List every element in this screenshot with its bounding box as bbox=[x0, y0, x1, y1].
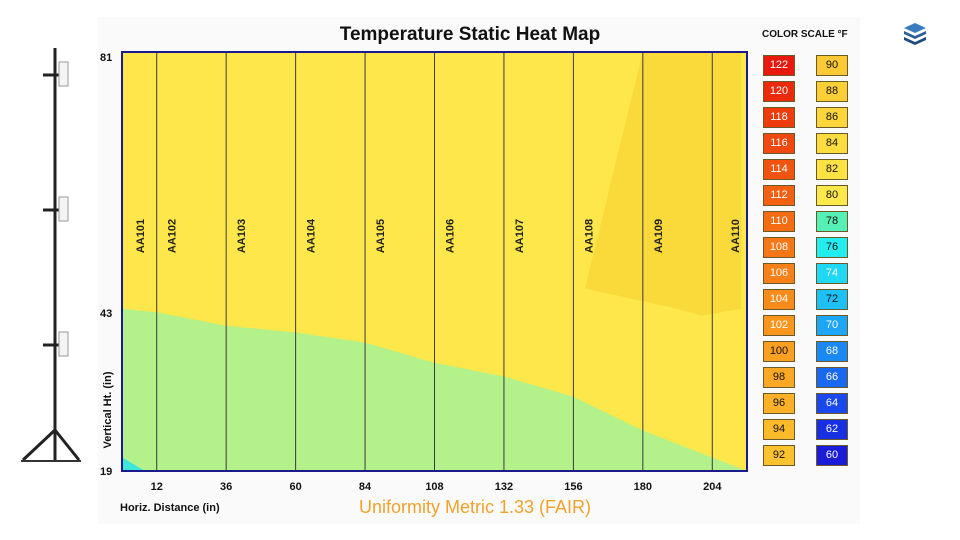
x-tick-label: 132 bbox=[495, 481, 513, 493]
y-tick-label: 19 bbox=[100, 466, 113, 478]
sensor-label: AA107 bbox=[514, 219, 526, 253]
sensor-label: AA106 bbox=[445, 219, 457, 253]
y-tick-label: 43 bbox=[100, 308, 113, 320]
x-tick-label: 204 bbox=[703, 481, 722, 493]
sensor-label: AA104 bbox=[306, 218, 318, 253]
color-scale-swatch: 66 bbox=[816, 367, 848, 388]
color-scale-swatch: 86 bbox=[816, 107, 848, 128]
sensor-label: AA108 bbox=[583, 219, 595, 253]
color-scale-swatch: 84 bbox=[816, 133, 848, 154]
color-scale-swatch: 108 bbox=[763, 237, 795, 258]
color-scale-swatch: 98 bbox=[763, 367, 795, 388]
uniformity-metric: Uniformity Metric 1.33 (FAIR) bbox=[358, 497, 592, 517]
x-tick-label: 84 bbox=[359, 481, 372, 493]
color-scale-swatch: 116 bbox=[763, 133, 795, 154]
sensor-label: AA110 bbox=[730, 219, 742, 253]
x-tick-label: 156 bbox=[564, 481, 582, 493]
sensor-label: AA102 bbox=[167, 219, 179, 253]
x-tick-label: 60 bbox=[289, 481, 301, 493]
color-scale-swatch: 62 bbox=[816, 419, 848, 440]
sensor-label: AA105 bbox=[375, 219, 387, 253]
color-scale-swatch: 82 bbox=[816, 159, 848, 180]
color-scale-swatch: 90 bbox=[816, 55, 848, 76]
temperature-zone-76 bbox=[122, 457, 146, 471]
color-scale-swatch: 120 bbox=[763, 81, 795, 102]
color-scale-swatch: 68 bbox=[816, 341, 848, 362]
color-scale-left: 122 120 118 116 114 112 110 108 106 104 102 100 98 96… bbox=[763, 55, 795, 471]
color-scale-title: COLOR SCALE °F bbox=[762, 29, 848, 40]
color-scale-swatch: 72 bbox=[816, 289, 848, 310]
color-scale-swatch: 80 bbox=[816, 185, 848, 206]
x-axis-label: Horiz. Distance (in) bbox=[120, 502, 220, 514]
color-scale-swatch: 122 bbox=[763, 55, 795, 76]
color-scale-swatch: 112 bbox=[763, 185, 795, 206]
color-scale-right: 90 88 86 84 82 80 78 76 74 72 70 68 66 64 62 60 bbox=[816, 55, 848, 471]
color-scale-swatch: 110 bbox=[763, 211, 795, 232]
color-scale-swatch: 114 bbox=[763, 159, 795, 180]
sensor-label: AA109 bbox=[653, 219, 665, 253]
sensor-tree-stand-icon bbox=[21, 48, 81, 462]
x-tick-label: 108 bbox=[425, 481, 443, 493]
color-scale-swatch: 104 bbox=[763, 289, 795, 310]
color-scale-swatch: 74 bbox=[816, 263, 848, 284]
color-scale-swatch: 102 bbox=[763, 315, 795, 336]
sensor-label: AA101 bbox=[135, 219, 147, 253]
color-scale-swatch: 92 bbox=[763, 445, 795, 466]
color-scale-swatch: 96 bbox=[763, 393, 795, 414]
x-tick-label: 12 bbox=[151, 481, 163, 493]
color-scale-swatch: 64 bbox=[816, 393, 848, 414]
color-scale-swatch: 78 bbox=[816, 211, 848, 232]
color-scale-swatch: 118 bbox=[763, 107, 795, 128]
color-scale-swatch: 100 bbox=[763, 341, 795, 362]
color-scale-swatch: 76 bbox=[816, 237, 848, 258]
y-axis-label: Vertical Ht. (in) bbox=[102, 371, 114, 449]
color-scale-swatch: 60 bbox=[816, 445, 848, 466]
x-tick-label: 36 bbox=[220, 481, 232, 493]
color-scale-swatch: 106 bbox=[763, 263, 795, 284]
stacked-layers-logo-icon bbox=[904, 23, 926, 45]
chart-title: Temperature Static Heat Map bbox=[339, 24, 601, 45]
color-scale-swatch: 94 bbox=[763, 419, 795, 440]
color-scale-swatch: 88 bbox=[816, 81, 848, 102]
x-tick-label: 180 bbox=[634, 481, 652, 493]
color-scale-swatch: 70 bbox=[816, 315, 848, 336]
sensor-label: AA103 bbox=[236, 219, 248, 253]
plot-border bbox=[121, 51, 748, 472]
temperature-zone-82 bbox=[585, 52, 742, 316]
y-tick-label: 81 bbox=[100, 52, 113, 64]
